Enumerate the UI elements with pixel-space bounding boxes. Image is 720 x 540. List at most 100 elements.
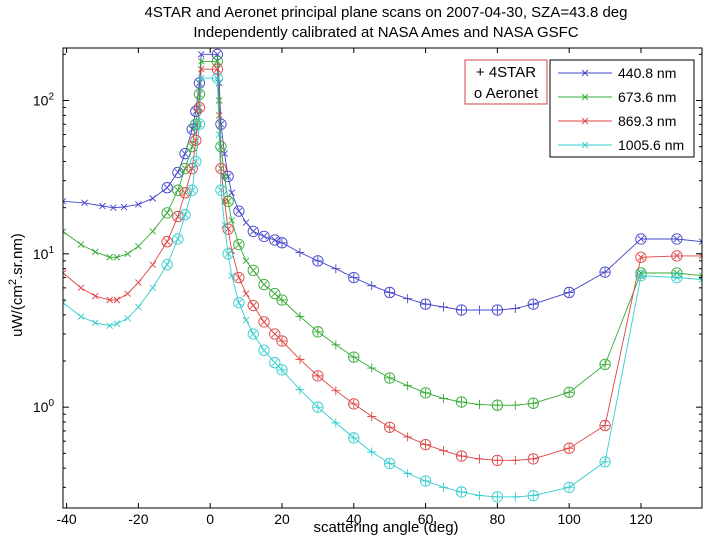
data-point: [313, 371, 323, 381]
data-point: [249, 302, 257, 309]
aeronet-point: [211, 72, 224, 84]
aeronet-point: [276, 237, 288, 249]
data-point: [221, 173, 228, 180]
data-point: [77, 284, 85, 292]
data-point: [528, 454, 538, 464]
data-point: [295, 248, 305, 258]
data-point: [295, 312, 305, 322]
data-point: [260, 281, 268, 288]
aeronet-point: [599, 456, 611, 468]
y-tick-exp: 0: [48, 398, 54, 409]
aeronet-point: [190, 118, 202, 130]
aeronet-point: [312, 370, 324, 382]
data-point: [215, 112, 223, 119]
data-point: [456, 305, 466, 315]
data-point: [106, 296, 113, 304]
data-point: [673, 235, 681, 243]
data-point: [228, 272, 236, 280]
data-point: [214, 74, 221, 82]
series-line: [63, 77, 702, 498]
data-point: [242, 257, 250, 265]
data-point: [235, 274, 243, 281]
aeronet-point: [455, 450, 468, 462]
data-point: [331, 264, 341, 274]
data-point: [77, 313, 85, 320]
data-point: [197, 58, 205, 65]
legend-marker: [581, 117, 589, 125]
aeronet-point: [233, 238, 245, 251]
data-point: [367, 447, 377, 457]
data-point: [510, 400, 520, 410]
aeronet-point: [348, 271, 360, 284]
legend-entry: 673.6 nm: [558, 89, 676, 105]
x-tick-label: 80: [490, 511, 506, 527]
aeronet-point: [172, 166, 184, 178]
data-point: [271, 290, 279, 297]
data-point: [124, 314, 131, 322]
data-point: [196, 104, 203, 111]
aeronet-point: [215, 162, 227, 175]
aeronet-point: [312, 255, 324, 267]
data-point: [403, 468, 413, 478]
aeronet-point: [247, 225, 259, 238]
x-tick-label: 0: [206, 511, 214, 527]
data-point: [277, 238, 287, 248]
data-point: [214, 65, 221, 73]
aeronet-point: [247, 328, 259, 340]
data-point: [313, 256, 323, 266]
aeronet-point: [491, 454, 504, 466]
data-point: [197, 74, 205, 82]
aeronet-point: [215, 141, 227, 153]
aeronet-point: [193, 118, 206, 130]
y-tick-base: 10: [33, 246, 49, 262]
aeronet-point: [455, 396, 468, 408]
data-point: [277, 295, 287, 305]
data-point: [217, 186, 225, 194]
data-point: [197, 51, 205, 58]
data-point: [120, 203, 128, 211]
series-legend-box: [549, 59, 695, 158]
aeronet-point: [491, 491, 504, 503]
data-point: [188, 143, 196, 150]
data-point: [149, 261, 157, 268]
data-point: [124, 250, 131, 258]
data-point: [421, 476, 431, 486]
x-tick-label: 40: [346, 511, 362, 527]
aeronet-point: [258, 230, 270, 243]
data-point: [600, 267, 610, 277]
data-point: [260, 318, 268, 326]
data-point: [637, 235, 645, 243]
aeronet-point: [635, 251, 647, 263]
data-point: [242, 290, 250, 297]
data-point: [260, 233, 268, 240]
aeronet-point: [161, 259, 173, 271]
aeronet-point: [527, 453, 539, 465]
aeronet-point: [269, 287, 281, 300]
data-point: [510, 304, 520, 314]
aeronet-point: [222, 195, 234, 207]
aeronet-point: [233, 205, 245, 217]
aeronet-point: [312, 401, 324, 413]
data-point: [242, 219, 250, 226]
data-point: [439, 302, 449, 312]
data-point: [249, 228, 257, 235]
data-point: [63, 198, 67, 205]
aeronet-point: [348, 398, 360, 410]
y-tick-exp: 2: [48, 92, 54, 103]
data-point: [113, 253, 121, 261]
data-point: [439, 482, 449, 492]
data-point: [600, 359, 610, 369]
aeronet-point: [269, 234, 281, 246]
aeronet-point: [312, 326, 324, 338]
data-point: [224, 225, 232, 233]
y-axis-label: uW/(cm2.sr.nm): [7, 233, 26, 337]
aeronet-point: [233, 297, 245, 309]
aeronet-point: [563, 286, 575, 299]
aeronet-point: [419, 387, 432, 399]
x-axis-label: scattering angle (deg): [313, 519, 458, 536]
aeronet-point: [455, 486, 468, 498]
aeronet-point: [635, 270, 647, 282]
data-point: [221, 221, 228, 228]
marker-legend-box: [464, 59, 548, 105]
data-point: [564, 387, 574, 397]
